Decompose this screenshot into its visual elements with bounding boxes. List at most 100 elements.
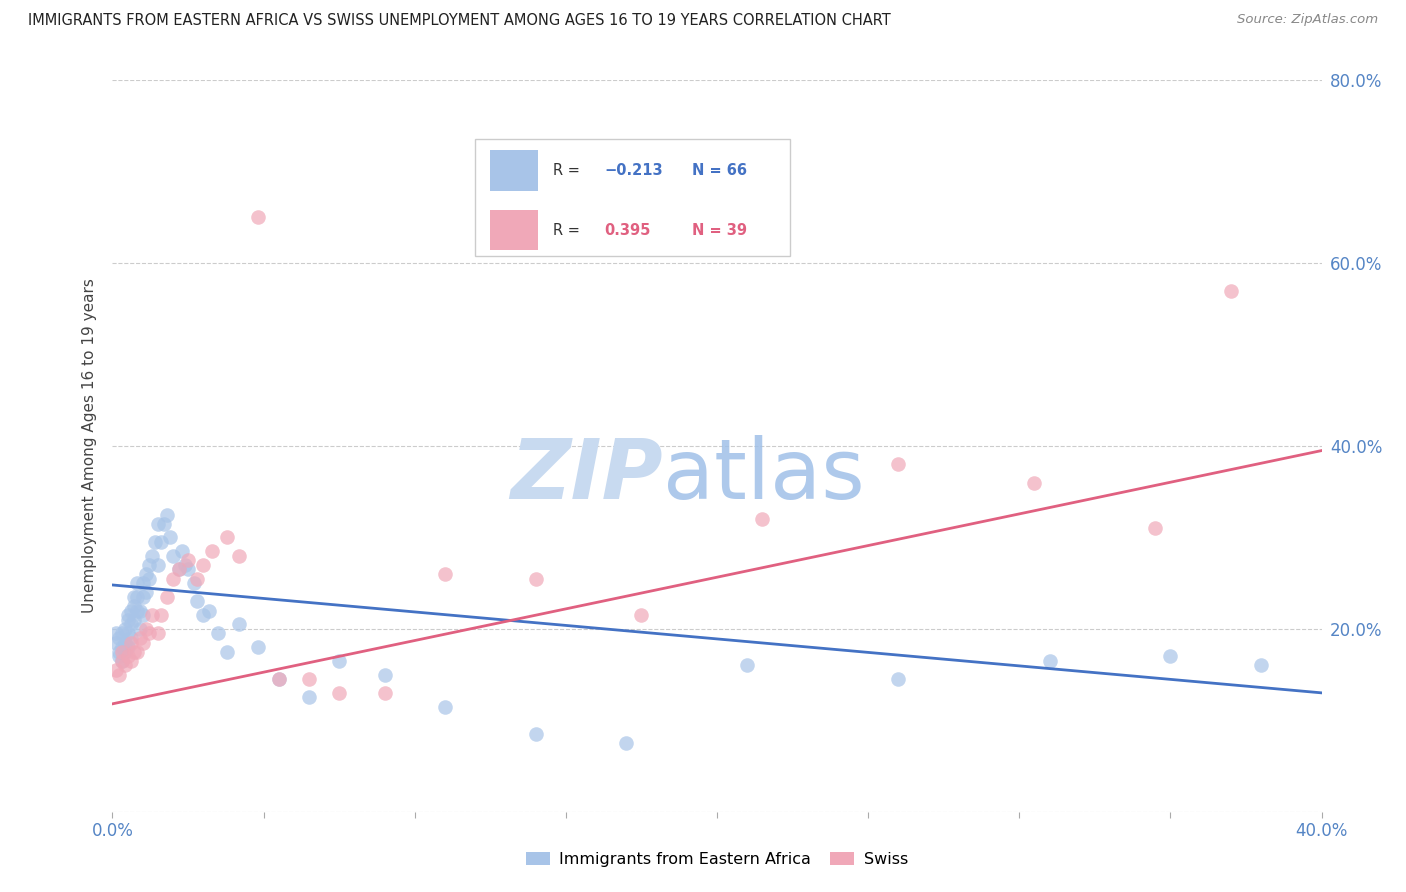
Point [138, 558, 160, 572]
Point [107, 645, 129, 659]
Point [104, 626, 127, 640]
Point [138, 626, 160, 640]
Point [122, 645, 145, 659]
Point [887, 458, 910, 472]
Point [156, 508, 179, 522]
Point [128, 603, 150, 617]
Point [149, 535, 172, 549]
Point [374, 686, 396, 700]
Point [328, 654, 350, 668]
Point [191, 558, 214, 572]
Point [267, 672, 290, 686]
Point [117, 613, 139, 627]
Point [298, 672, 321, 686]
Point [177, 553, 200, 567]
Point [125, 645, 148, 659]
FancyBboxPatch shape [489, 210, 538, 250]
Point [737, 658, 759, 673]
Point [1144, 521, 1167, 535]
Point [433, 567, 456, 582]
Point [159, 530, 181, 544]
Point [887, 672, 910, 686]
Point [183, 576, 205, 591]
Point [125, 603, 148, 617]
Point [201, 544, 224, 558]
Point [114, 645, 136, 659]
Text: −0.213: −0.213 [605, 163, 664, 178]
Point [524, 727, 547, 741]
Point [122, 613, 145, 627]
Point [132, 576, 155, 591]
Point [125, 576, 148, 591]
Point [128, 631, 150, 645]
Point [191, 608, 214, 623]
Point [186, 572, 208, 586]
Point [177, 562, 200, 576]
Point [122, 599, 145, 613]
Y-axis label: Unemployment Among Ages 16 to 19 years: Unemployment Among Ages 16 to 19 years [82, 278, 97, 614]
Point [128, 622, 150, 636]
Point [107, 631, 129, 645]
Point [135, 585, 157, 599]
Text: R =: R = [553, 163, 583, 178]
Point [1038, 654, 1062, 668]
Point [217, 530, 239, 544]
Point [107, 649, 129, 664]
Point [167, 562, 190, 576]
Text: 0.395: 0.395 [605, 223, 651, 237]
Point [135, 622, 157, 636]
Point [228, 549, 250, 563]
Point [132, 608, 155, 623]
Point [110, 640, 132, 655]
Point [146, 516, 169, 531]
FancyBboxPatch shape [489, 150, 538, 191]
Point [616, 736, 638, 750]
Point [120, 654, 142, 668]
Point [120, 617, 142, 632]
Point [374, 667, 396, 681]
Point [143, 535, 166, 549]
Point [146, 626, 169, 640]
Point [110, 626, 132, 640]
Point [167, 562, 190, 576]
Text: ZIP: ZIP [510, 434, 662, 516]
Point [156, 590, 179, 604]
Point [186, 594, 208, 608]
Point [207, 626, 229, 640]
Point [110, 654, 132, 668]
Point [246, 640, 269, 655]
Text: IMMIGRANTS FROM EASTERN AFRICA VS SWISS UNEMPLOYMENT AMONG AGES 16 TO 19 YEARS C: IMMIGRANTS FROM EASTERN AFRICA VS SWISS … [28, 13, 891, 29]
Point [1250, 658, 1272, 673]
Point [524, 572, 547, 586]
Point [217, 645, 239, 659]
Text: atlas: atlas [662, 434, 865, 516]
Text: N = 66: N = 66 [692, 163, 747, 178]
Text: Source: ZipAtlas.com: Source: ZipAtlas.com [1237, 13, 1378, 27]
Point [153, 516, 176, 531]
Point [751, 512, 773, 526]
Point [132, 590, 155, 604]
Text: R =: R = [553, 223, 583, 237]
Point [104, 663, 127, 677]
Point [328, 686, 350, 700]
Point [267, 672, 290, 686]
Point [110, 654, 132, 668]
Point [1220, 284, 1243, 298]
Point [138, 572, 160, 586]
Point [117, 608, 139, 623]
Point [135, 567, 157, 582]
Point [107, 667, 129, 681]
Legend: Immigrants from Eastern Africa, Swiss: Immigrants from Eastern Africa, Swiss [519, 846, 915, 873]
Point [1024, 475, 1046, 490]
FancyBboxPatch shape [475, 139, 790, 256]
Point [146, 558, 169, 572]
Point [141, 549, 163, 563]
Point [120, 635, 142, 649]
Point [141, 608, 163, 623]
Point [117, 626, 139, 640]
Point [114, 658, 136, 673]
Text: N = 39: N = 39 [692, 223, 747, 237]
Point [132, 635, 155, 649]
Point [114, 622, 136, 636]
Point [120, 603, 142, 617]
